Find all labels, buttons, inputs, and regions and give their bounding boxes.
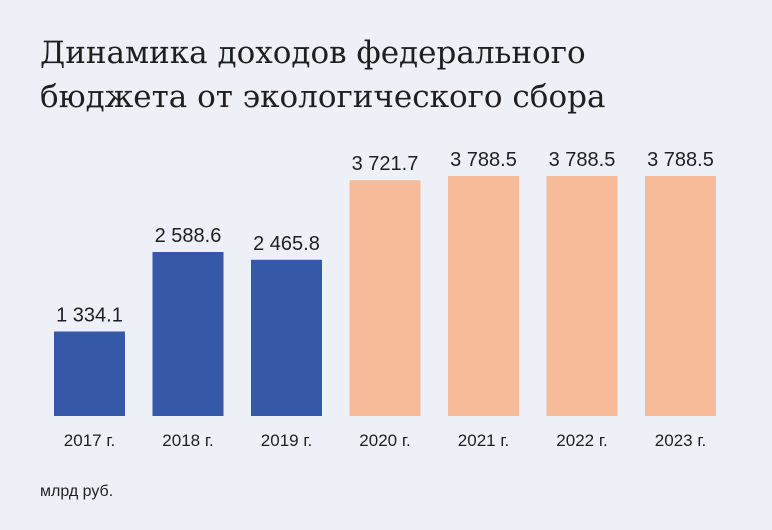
bar-2 <box>251 259 322 416</box>
value-label-2: 2 465.8 <box>253 233 320 255</box>
chart-title-line-1: Динамика доходов федерального <box>40 35 586 71</box>
category-label-0: 2017 г. <box>64 431 115 450</box>
bars-group <box>54 176 716 416</box>
category-label-4: 2021 г. <box>458 431 509 450</box>
category-label-6: 2023 г. <box>655 431 706 450</box>
bar-4 <box>448 176 519 416</box>
value-label-1: 2 588.6 <box>155 225 222 247</box>
category-label-5: 2022 г. <box>556 431 607 450</box>
value-label-6: 3 788.5 <box>647 149 714 171</box>
value-label-5: 3 788.5 <box>549 149 616 171</box>
value-label-3: 3 721.7 <box>352 153 419 175</box>
unit-label: млрд руб. <box>40 483 114 500</box>
chart-title: Динамика доходов федерального бюджета от… <box>40 31 740 119</box>
chart-title-line-2: бюджета от экологического сбора <box>40 79 606 115</box>
bar-5 <box>546 176 618 416</box>
value-labels-group: 1 334.1 2 588.6 2 465.8 3 721.7 3 788.5 3 788… <box>56 149 714 327</box>
category-label-1: 2018 г. <box>162 431 213 450</box>
category-labels-group: 2017 г. 2018 г. 2019 г. 2020 г. 2021 г. 2022 … <box>64 431 706 450</box>
value-label-0: 1 334.1 <box>56 305 123 327</box>
bar-3 <box>349 180 421 416</box>
category-label-3: 2020 г. <box>359 431 410 450</box>
bar-6 <box>645 176 716 416</box>
bar-1 <box>152 252 224 416</box>
value-label-4: 3 788.5 <box>450 149 517 171</box>
bar-0 <box>54 331 125 416</box>
category-label-2: 2019 г. <box>261 431 312 450</box>
